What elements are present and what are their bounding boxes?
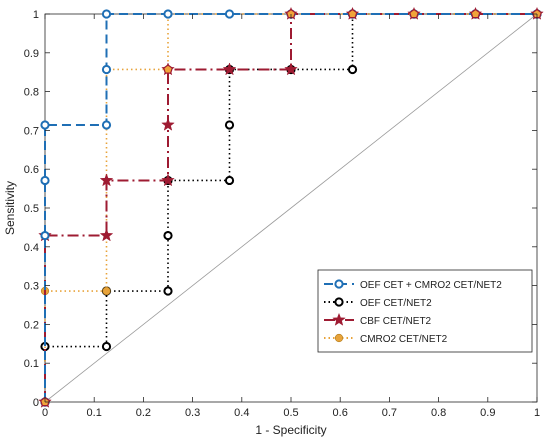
y-tick-label: 0.5 [24, 203, 39, 215]
series-2-point [224, 175, 235, 186]
series-1-point [101, 9, 112, 19]
series-layer [38, 6, 544, 408]
series-1-point [224, 9, 235, 19]
x-tick-label: 0.4 [234, 407, 249, 419]
y-tick-label: 0.1 [24, 358, 39, 370]
legend-entry-1: OEF CET + CMRO2 CET/NET2 [324, 279, 502, 291]
x-tick-label: 0.5 [283, 407, 298, 419]
x-tick-label: 0.2 [136, 407, 151, 419]
series-1-point [163, 9, 173, 19]
legend: OEF CET + CMRO2 CET/NET2 OEF CET/NET2 CBF … [317, 269, 533, 353]
legend-label: CMRO2 CET/NET2 [360, 334, 448, 345]
series-4-line [44, 13, 537, 402]
legend-label: OEF CET + CMRO2 CET/NET2 [360, 280, 502, 291]
series-2-point [101, 341, 112, 352]
y-tick-label: 0.7 [24, 125, 39, 137]
y-tick-label: 0.8 [24, 87, 39, 99]
x-tick-label: 0.7 [382, 407, 397, 419]
legend-label: CBF CET/NET2 [360, 316, 432, 327]
series-3-point [99, 228, 114, 242]
series-1-point [101, 120, 112, 130]
x-tick-label: 0.6 [333, 407, 348, 419]
series-4-point [102, 286, 111, 296]
legend-marker [334, 297, 344, 307]
series-2-point [347, 64, 358, 75]
overlap-point [470, 8, 481, 19]
y-tick-label: 0.3 [24, 281, 39, 293]
series-1-point [40, 120, 50, 130]
overlap-point [409, 8, 419, 19]
series-1-point [101, 64, 112, 75]
x-tick-label: 0.8 [431, 407, 446, 419]
series-2-point [163, 286, 173, 296]
x-tick-label: 1 [534, 407, 540, 419]
x-tick-label: 0.1 [87, 407, 102, 419]
y-tick-label: 0.6 [24, 164, 39, 176]
series-3-point [161, 117, 175, 131]
overlap-point [347, 8, 358, 19]
y-axis-ticks: 0 0.1 0.2 0.3 0.4 0.5 0.6 0.7 0.8 0.9 1 [24, 9, 537, 409]
legend-entry-3: CBF CET/NET2 [324, 312, 432, 327]
series-3-point [222, 62, 237, 76]
y-tick-label: 0.9 [24, 48, 39, 60]
legend-label: OEF CET/NET2 [360, 298, 432, 309]
overlap-point [163, 64, 173, 74]
series-3-point [284, 62, 298, 76]
legend-marker [332, 312, 346, 326]
x-axis-ticks: 0 0.1 0.2 0.3 0.4 0.5 0.6 0.7 0.8 0.9 1 [42, 14, 540, 419]
series-1-point [40, 175, 50, 186]
series-3-point [161, 173, 175, 187]
y-axis-label: Sensitivity [3, 181, 17, 235]
series-2-point [224, 120, 235, 130]
y-tick-label: 1 [33, 9, 39, 21]
legend-marker [334, 333, 344, 343]
y-tick-label: 0.4 [24, 242, 39, 254]
series-2-line [44, 13, 537, 402]
legend-marker [334, 279, 344, 289]
series-3-line [44, 13, 537, 402]
x-tick-label: 0.3 [185, 407, 200, 419]
legend-entry-2: OEF CET/NET2 [324, 297, 432, 309]
series-1-point [40, 230, 50, 241]
x-tick-label: 0.9 [480, 407, 495, 419]
series-1-line [44, 13, 537, 402]
legend-entry-4: CMRO2 CET/NET2 [324, 333, 448, 345]
y-tick-label: 0.2 [24, 319, 39, 331]
x-axis-label: 1 - Specificity [255, 423, 326, 437]
diagonal-reference-line [44, 13, 538, 403]
chance-line [44, 13, 538, 403]
y-tick-label: 0 [33, 397, 39, 409]
x-tick-label: 0 [42, 407, 48, 419]
series-3-point [99, 173, 114, 187]
series-2-point [163, 230, 173, 241]
